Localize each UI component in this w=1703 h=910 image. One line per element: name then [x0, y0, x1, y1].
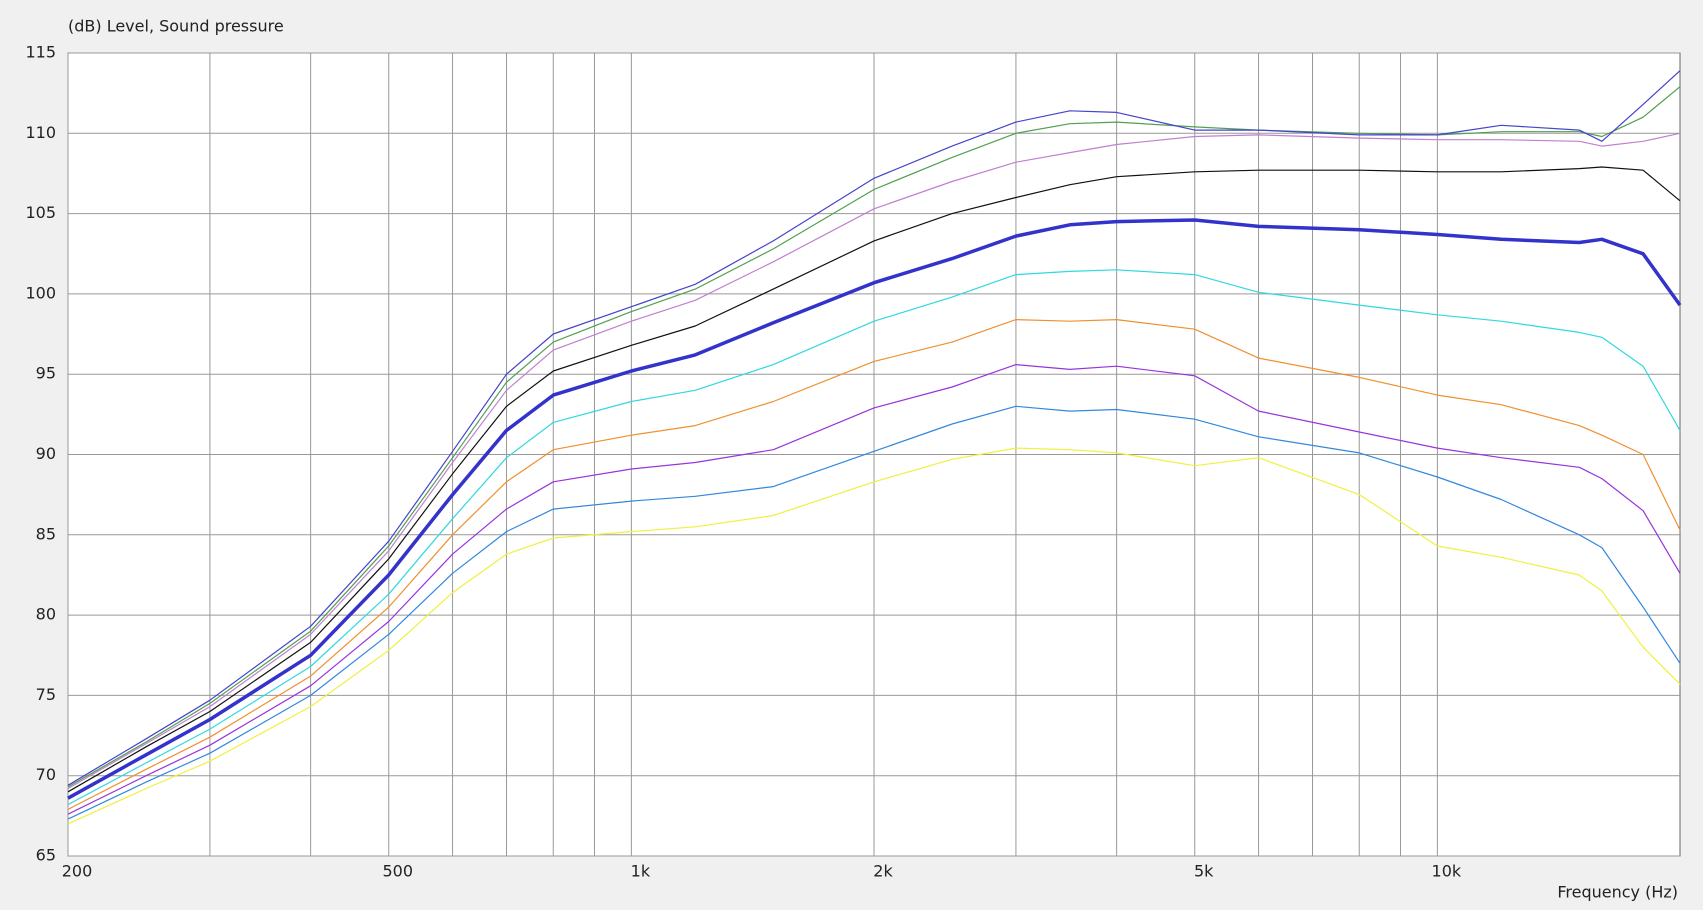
y-tick-label: 80 [36, 605, 56, 624]
x-tick-label: 1k [631, 862, 651, 881]
x-tick-label: 5k [1194, 862, 1214, 881]
x-axis-label: Frequency (Hz) [1557, 883, 1678, 902]
y-axis-label: (dB) Level, Sound pressure [68, 17, 284, 36]
curve [67, 166, 1681, 793]
curve [67, 132, 1681, 790]
curve [67, 86, 1681, 788]
y-tick-label: 90 [36, 444, 56, 463]
y-tick-label: 85 [36, 524, 56, 543]
y-tick-label: 110 [25, 123, 56, 142]
y-tick-label: 65 [36, 846, 56, 865]
curve [67, 269, 1681, 806]
x-tick-label: 10k [1432, 862, 1462, 881]
curve [67, 70, 1681, 786]
curve [67, 405, 1681, 820]
y-tick-label: 75 [36, 685, 56, 704]
curve [67, 319, 1681, 810]
curve [67, 218, 1682, 800]
curve [67, 364, 1681, 815]
x-tick-label: 500 [382, 862, 413, 881]
x-tick-label: 200 [62, 862, 93, 881]
curve [67, 447, 1681, 825]
y-tick-label: 95 [36, 364, 56, 383]
y-tick-label: 105 [25, 203, 56, 222]
x-tick-label: 2k [873, 862, 893, 881]
y-tick-label: 70 [36, 765, 56, 784]
y-tick-label: 100 [25, 283, 56, 302]
y-tick-label: 115 [25, 43, 56, 62]
